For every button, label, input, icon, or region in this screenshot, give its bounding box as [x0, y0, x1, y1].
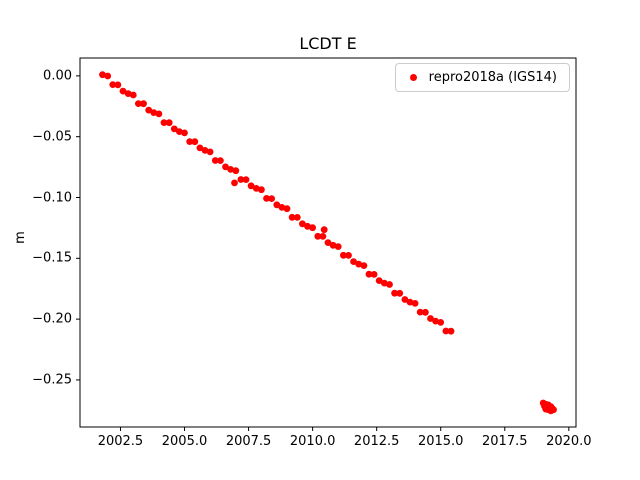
data-point: [427, 315, 434, 322]
legend-marker-dot-icon: [409, 74, 417, 81]
data-point: [196, 144, 204, 152]
data-point: [422, 308, 429, 316]
legend: repro2018a (IGS14): [394, 63, 570, 92]
data-point: [401, 296, 409, 303]
y-tick-label: −0.10: [32, 190, 72, 205]
data-point: [99, 71, 106, 79]
data-point: [181, 129, 188, 137]
legend-label: repro2018a (IGS14): [428, 70, 557, 85]
data-point: [293, 214, 301, 221]
data-point: [129, 91, 137, 99]
data-point: [320, 226, 328, 234]
data-point: [365, 270, 373, 278]
x-tick-label: 2010.0: [289, 434, 336, 449]
data-point: [432, 317, 439, 325]
y-tick-label: 0.00: [43, 68, 72, 84]
data-point: [217, 157, 224, 165]
data-point: [124, 90, 132, 97]
x-tick-label: 2015.0: [417, 434, 464, 449]
data-point: [268, 195, 275, 203]
data-point: [135, 100, 142, 107]
data-point: [288, 213, 296, 221]
data-point: [355, 260, 363, 268]
data-point: [319, 233, 327, 240]
data-point: [227, 166, 235, 173]
y-tick-label: −0.25: [32, 372, 72, 388]
data-point: [381, 279, 388, 287]
data-point: [416, 308, 424, 316]
chart-title: LCDT E: [299, 34, 357, 53]
data-point: [206, 148, 214, 156]
data-point: [258, 186, 265, 194]
data-point: [109, 81, 117, 88]
x-tick-label: 2012.5: [353, 434, 400, 449]
data-point: [406, 298, 414, 306]
data-point: [231, 179, 238, 187]
data-point: [114, 81, 122, 89]
data-point: [165, 119, 173, 127]
data-point: [186, 138, 194, 146]
x-tick-label: 2020.0: [546, 434, 592, 449]
data-point: [242, 176, 250, 184]
data-point: [145, 106, 153, 114]
data-point: [309, 224, 316, 232]
x-tick-label: 2017.5: [482, 434, 528, 449]
data-point: [334, 243, 342, 251]
data-point: [211, 157, 219, 164]
data-point: [396, 289, 404, 297]
data-point: [340, 251, 347, 259]
data-point: [283, 205, 291, 213]
data-point: [299, 220, 306, 228]
data-point: [447, 327, 455, 335]
x-tick-label: 2007.5: [225, 434, 272, 449]
data-point: [273, 201, 281, 209]
y-axis-label: m: [12, 231, 28, 244]
data-point: [191, 138, 199, 146]
y-tick-label: −0.20: [32, 311, 72, 327]
data-point: [160, 119, 168, 126]
data-point: [263, 195, 270, 202]
data-point: [119, 87, 127, 95]
data-point: [370, 271, 378, 278]
data-point: [150, 109, 158, 116]
data-point: [232, 167, 240, 175]
data-point: [329, 241, 337, 249]
data-point: [140, 100, 147, 108]
data-point: [324, 239, 332, 247]
data-point: [437, 319, 445, 326]
data-point: [391, 289, 398, 297]
data-point: [170, 125, 178, 133]
x-tick-label: 2005.0: [161, 434, 208, 449]
data-point: [550, 406, 557, 414]
data-point: [304, 222, 311, 230]
data-point: [386, 281, 393, 288]
data-point: [222, 163, 229, 171]
x-tick-label: 2002.5: [97, 434, 144, 449]
data-point: [375, 277, 383, 284]
data-point: [176, 128, 183, 136]
data-point: [350, 258, 357, 265]
y-tick-label: −0.05: [32, 129, 72, 145]
data-point: [252, 185, 260, 192]
data-point: [360, 262, 368, 269]
data-point: [278, 204, 286, 211]
data-point: [345, 252, 352, 259]
data-point: [104, 72, 112, 80]
data-point: [442, 327, 450, 335]
data-point: [155, 110, 163, 118]
data-point: [237, 176, 245, 183]
data-point: [314, 232, 322, 240]
data-point: [411, 300, 419, 307]
data-point: [201, 147, 209, 154]
data-point: [247, 182, 255, 190]
y-tick-label: −0.15: [32, 250, 72, 266]
